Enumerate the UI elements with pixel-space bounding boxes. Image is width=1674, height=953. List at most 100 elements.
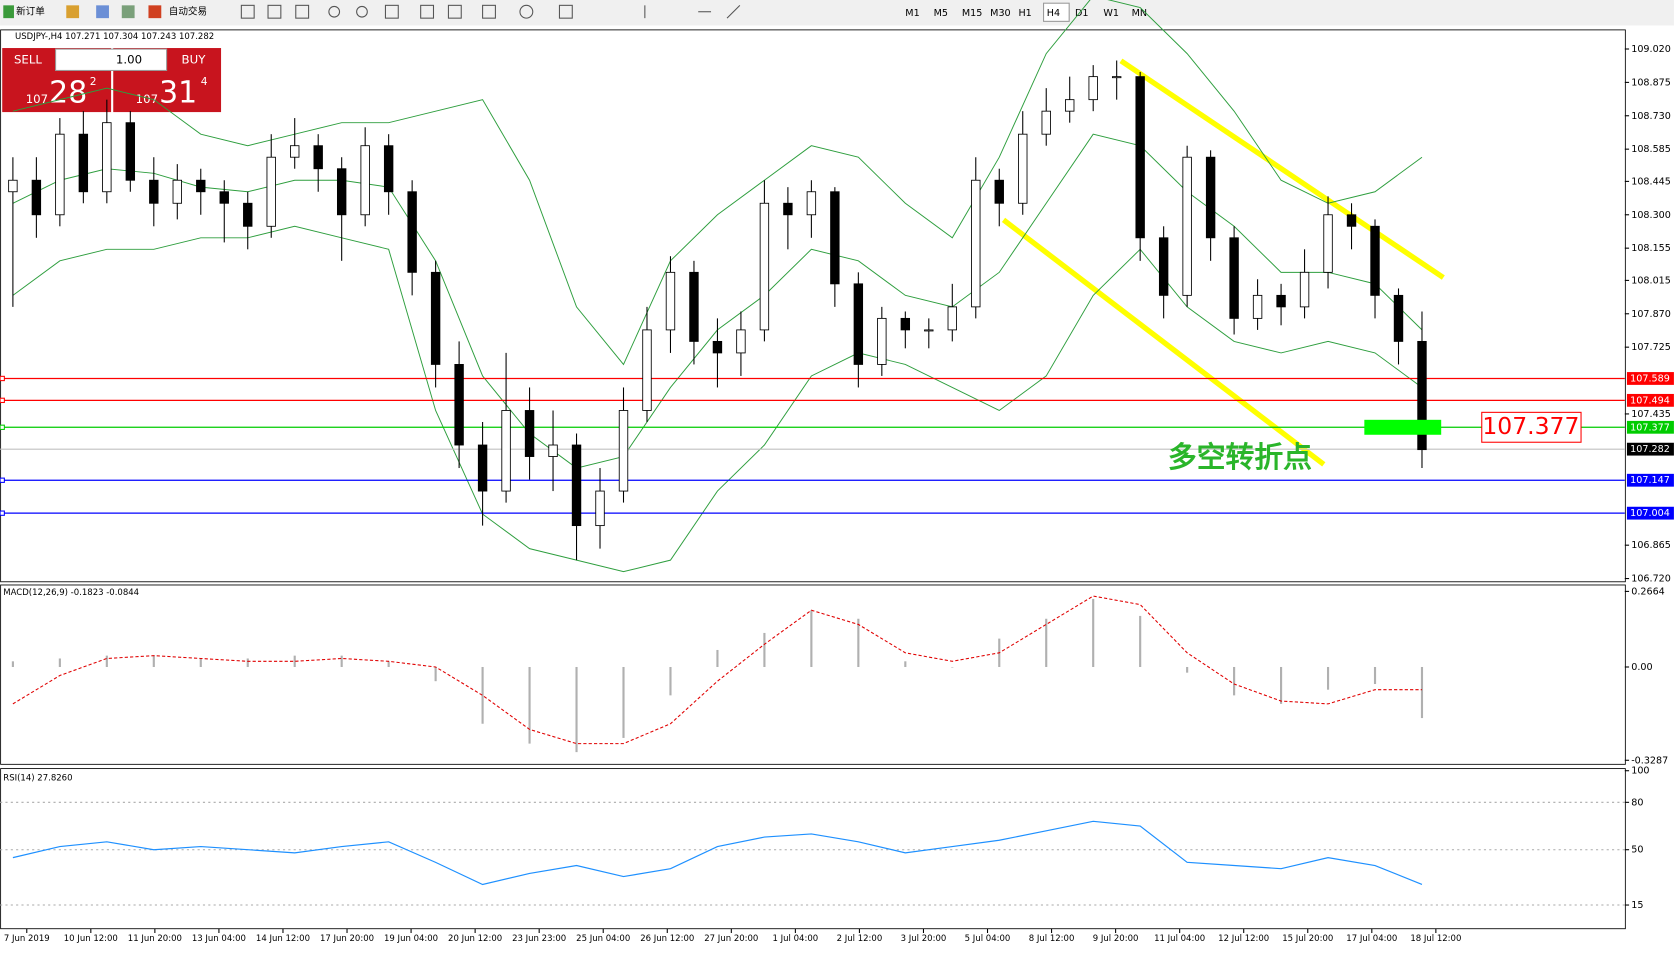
panel-frame [0,768,1626,930]
candle-body [759,202,770,331]
x-tick-label: 1 Jul 04:00 [773,934,819,944]
y-tick-label: 108.155 [1631,243,1671,254]
candle-body [1346,214,1357,227]
candle-body [8,179,18,193]
candle-body [900,317,911,331]
macd-bar [716,649,719,667]
x-tick-label: 3 Jul 20:00 [901,934,947,944]
timeframe[interactable]: H1 [1018,8,1031,19]
channel-line [1119,58,1445,280]
y-tick-label: 106.720 [1631,574,1671,585]
tool-icon[interactable] [121,5,135,19]
y-tick-label: 108.300 [1631,210,1671,221]
level-label: 107.377 [1630,422,1670,433]
candle-body [1088,76,1098,101]
level-tag [1626,393,1674,407]
candle-body [830,191,840,285]
new-order[interactable]: 新订单 [16,6,45,18]
zoom-out[interactable] [356,5,368,18]
timeframe[interactable]: H4 [1047,8,1060,19]
candle-body [243,202,253,227]
level-marker [0,424,5,430]
tool-icon[interactable] [447,4,462,19]
new-order-icon[interactable] [3,5,14,19]
macd-bar [293,655,296,667]
buy-price-big: 107 [136,92,158,106]
candle-body [806,191,817,216]
candle-body [55,133,65,216]
candle-body [1229,237,1239,319]
annotation: 多空转折点 [1168,440,1312,474]
timeframe[interactable]: M15 [962,8,983,19]
sell-label[interactable]: SELL [14,52,42,66]
candle-body [219,191,229,204]
x-tick-label: 27 Jun 20:00 [704,934,758,944]
y-tick-label: 106.865 [1631,540,1671,551]
candle-body [1299,271,1310,308]
timeframe[interactable]: W1 [1103,8,1119,19]
tool-icon[interactable] [482,4,496,19]
current-price-label: 107.282 [1630,444,1670,455]
timeframe[interactable]: D1 [1075,8,1089,19]
sell-price-big: 107 [26,92,48,106]
level-marker [0,477,5,483]
timeframe[interactable]: M30 [990,8,1011,19]
tool-icon[interactable] [558,4,573,19]
tool-icon[interactable] [295,4,310,19]
candle-body [1135,76,1145,239]
candle-body [1323,214,1333,273]
candle-body [360,145,370,216]
x-tick-label: 11 Jul 04:00 [1154,934,1205,944]
macd-bar [105,655,108,667]
x-tick-label: 23 Jun 23:00 [512,934,566,944]
lots-box[interactable] [55,48,168,71]
candle-body [313,145,323,170]
candle-body [1018,133,1028,204]
tool-icon[interactable] [267,4,282,19]
tool-icon[interactable] [519,4,534,19]
candle-body [266,156,276,227]
macd-bar [246,658,249,667]
candle-body [1393,294,1404,342]
macd-bar [528,666,531,744]
candle-body [1182,156,1192,296]
sell-price-frac: 2 [90,75,97,88]
candle-body [971,179,981,308]
timeframe[interactable]: M1 [905,8,919,19]
timeframe[interactable]: M5 [934,8,948,19]
auto-trading-icon[interactable] [148,5,162,19]
candle-body [125,122,136,181]
macd-bar [1280,666,1283,704]
y-tick-label: -0.3287 [1631,755,1668,766]
rsi-header: RSI(14) 27.8260 [3,774,72,784]
buy-label[interactable]: BUY [182,52,207,66]
tool-icon[interactable] [384,4,399,19]
tool-icon[interactable] [240,4,255,19]
lots[interactable]: 1.00 [116,52,142,66]
x-tick-label: 26 Jun 12:00 [640,934,694,944]
auto-trading[interactable]: 自动交易 [169,6,207,18]
tool-icon[interactable] [726,4,741,19]
tool-icon[interactable] [66,5,80,19]
zoom-in[interactable] [328,5,341,18]
x-tick-label: 19 Jun 04:00 [384,934,438,944]
candle-body [783,202,793,216]
candle-body [1276,294,1286,308]
level-tag [1626,473,1674,487]
candle-body [102,122,112,193]
tool-icon[interactable] [96,5,109,19]
timeframe[interactable]: MN [1132,8,1147,19]
panel-frame [0,29,1626,583]
candle-body [736,329,746,354]
toolbar [0,0,1674,26]
tool-icon[interactable] [420,4,435,19]
candle-body [336,168,347,216]
y-tick-label: 0.00 [1631,662,1652,673]
candle-body [1111,76,1122,79]
level-marker [0,375,5,382]
candle-body [407,191,417,273]
y-tick-label: 100 [1631,766,1649,777]
candle-body [196,179,206,193]
x-tick-label: 10 Jun 12:00 [64,934,118,944]
candle-body [430,271,441,365]
